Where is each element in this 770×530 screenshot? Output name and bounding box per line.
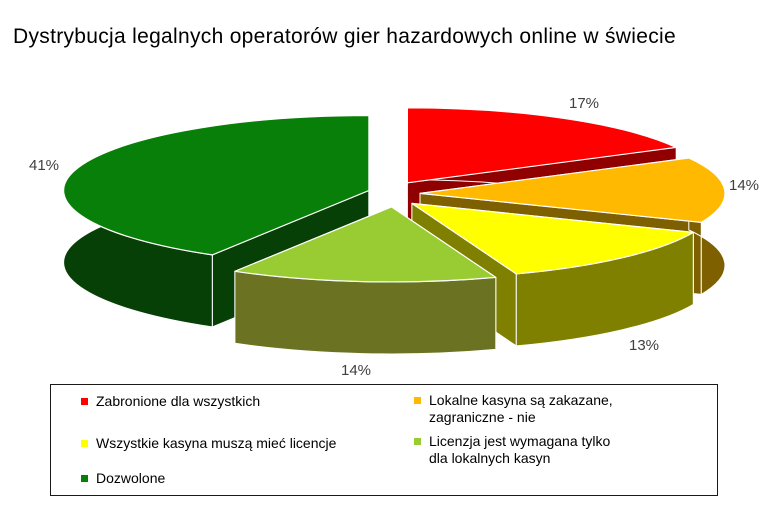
pie-slice-top: [411, 202, 694, 275]
slice-percent-label: 14%: [341, 362, 371, 379]
pie-slice-side: [234, 270, 497, 355]
legend-label: Wszystkie kasyna muszą mieć licencje: [96, 435, 337, 451]
legend-label: Licenzja jest wymagana tylko dla lokalny…: [429, 433, 611, 466]
pie-slice-top: [406, 107, 677, 184]
legend-bullet: [414, 397, 421, 404]
legend-item: Wszystkie kasyna muszą mieć licencje: [81, 435, 336, 452]
pie-chart: 17% 14% 13% 14% 41%: [29, 95, 759, 379]
legend-item: Licenzja jest wymagana tylko dla lokalny…: [414, 433, 610, 467]
legend-item: Dozwolone: [81, 470, 165, 487]
slice-percent-label: 41%: [29, 157, 59, 174]
slice-percent-label: 13%: [629, 337, 659, 354]
legend-bullet: [81, 440, 88, 447]
slice-percent-label: 17%: [569, 95, 599, 112]
legend-label: Dozwolone: [96, 470, 166, 486]
legend-bullet: [414, 438, 421, 445]
pie-slice-top: [234, 206, 497, 283]
legend-bullet: [81, 475, 88, 482]
pie-slice-top: [419, 157, 726, 223]
pie-slice-top: [63, 114, 370, 256]
legend-item: Zabronione dla wszystkich: [81, 393, 260, 410]
slice-percent-label: 14%: [729, 177, 759, 194]
legend-label: Lokalne kasyna są zakazane, zagraniczne …: [429, 392, 613, 425]
legend-item: Lokalne kasyna są zakazane, zagraniczne …: [414, 392, 613, 426]
legend-bullet: [81, 398, 88, 405]
legend-label: Zabronione dla wszystkich: [96, 393, 261, 409]
legend: Zabronione dla wszystkich Wszystkie kasy…: [50, 384, 718, 496]
chart-title: Dystrybucja legalnych operatorów gier ha…: [13, 25, 676, 48]
